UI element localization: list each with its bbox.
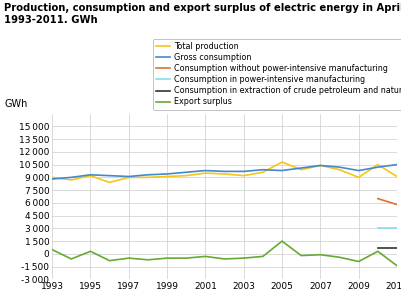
Total production bbox=[337, 168, 342, 172]
Export surplus bbox=[203, 255, 208, 258]
Gross consumption bbox=[126, 175, 131, 178]
Export surplus bbox=[146, 258, 150, 262]
Gross consumption bbox=[184, 170, 188, 174]
Gross consumption bbox=[50, 177, 55, 181]
Export surplus bbox=[241, 256, 246, 260]
Total production bbox=[261, 170, 265, 174]
Gross consumption bbox=[299, 166, 304, 170]
Consumption in extraction of crude petroleum and natural gas bbox=[375, 246, 380, 250]
Total production bbox=[184, 174, 188, 177]
Export surplus bbox=[356, 260, 361, 263]
Consumption without power-intensive manufacturing bbox=[375, 197, 380, 200]
Export surplus bbox=[69, 257, 74, 261]
Export surplus bbox=[222, 257, 227, 261]
Gross consumption bbox=[107, 174, 112, 177]
Total production bbox=[395, 175, 399, 178]
Export surplus bbox=[337, 255, 342, 259]
Export surplus bbox=[299, 254, 304, 257]
Total production bbox=[241, 174, 246, 177]
Total production bbox=[165, 175, 170, 178]
Total production bbox=[203, 171, 208, 175]
Gross consumption bbox=[88, 173, 93, 177]
Total production bbox=[375, 163, 380, 166]
Consumption in extraction of crude petroleum and natural gas bbox=[395, 246, 399, 250]
Legend: Total production, Gross consumption, Consumption without power-intensive manufac: Total production, Gross consumption, Con… bbox=[153, 39, 401, 110]
Total production bbox=[279, 160, 284, 164]
Total production bbox=[88, 174, 93, 177]
Line: Total production: Total production bbox=[52, 162, 397, 182]
Export surplus bbox=[165, 256, 170, 260]
Export surplus bbox=[50, 248, 55, 251]
Export surplus bbox=[279, 239, 284, 243]
Gross consumption bbox=[241, 169, 246, 173]
Text: GWh: GWh bbox=[4, 99, 27, 109]
Line: Export surplus: Export surplus bbox=[52, 241, 397, 266]
Gross consumption bbox=[356, 169, 361, 173]
Gross consumption bbox=[165, 172, 170, 176]
Total production bbox=[356, 176, 361, 179]
Export surplus bbox=[318, 253, 323, 257]
Gross consumption bbox=[222, 169, 227, 173]
Gross consumption bbox=[203, 169, 208, 173]
Gross consumption bbox=[337, 165, 342, 169]
Export surplus bbox=[107, 259, 112, 262]
Export surplus bbox=[395, 264, 399, 268]
Export surplus bbox=[261, 255, 265, 258]
Gross consumption bbox=[375, 165, 380, 169]
Consumption without power-intensive manufacturing bbox=[395, 203, 399, 206]
Gross consumption bbox=[395, 163, 399, 166]
Gross consumption bbox=[69, 176, 74, 179]
Total production bbox=[126, 176, 131, 179]
Total production bbox=[299, 168, 304, 172]
Export surplus bbox=[126, 256, 131, 260]
Gross consumption bbox=[146, 173, 150, 177]
Export surplus bbox=[184, 256, 188, 260]
Total production bbox=[107, 181, 112, 184]
Total production bbox=[50, 176, 55, 179]
Line: Consumption without power-intensive manufacturing: Consumption without power-intensive manu… bbox=[378, 199, 397, 204]
Total production bbox=[222, 172, 227, 176]
Gross consumption bbox=[279, 169, 284, 173]
Text: Production, consumption and export surplus of electric energy in April.
1993-201: Production, consumption and export surpl… bbox=[4, 3, 401, 25]
Consumption in power-intensive manufacturing bbox=[375, 227, 380, 230]
Total production bbox=[146, 176, 150, 179]
Gross consumption bbox=[261, 168, 265, 172]
Line: Gross consumption: Gross consumption bbox=[52, 165, 397, 179]
Gross consumption bbox=[318, 164, 323, 167]
Total production bbox=[69, 178, 74, 182]
Export surplus bbox=[88, 250, 93, 253]
Total production bbox=[318, 164, 323, 167]
Consumption in power-intensive manufacturing bbox=[395, 227, 399, 230]
Export surplus bbox=[375, 250, 380, 253]
